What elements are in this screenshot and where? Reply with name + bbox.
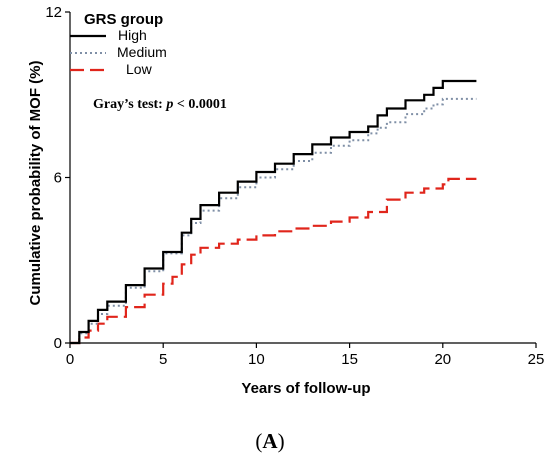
- annotation-p: p: [165, 97, 173, 112]
- y-tick-label: 0: [54, 335, 62, 352]
- annotation-suffix: < 0.0001: [173, 97, 226, 112]
- series-line-high: [70, 79, 477, 345]
- x-ticks: 0 5 10 15 20 25: [66, 343, 545, 368]
- legend-title: GRS group: [84, 11, 163, 28]
- panel-label: (A): [255, 429, 284, 453]
- y-tick-label: 12: [45, 4, 62, 21]
- x-tick-label: 25: [528, 351, 545, 368]
- legend-label-low: Low: [126, 61, 153, 77]
- series-group: [70, 79, 477, 345]
- x-tick-label: 15: [341, 351, 358, 368]
- y-axis-title: Cumulative probability of MOF (%): [27, 60, 44, 305]
- panel-label-letter: A: [262, 429, 278, 453]
- x-tick-label: 10: [248, 351, 265, 368]
- annotation-prefix: Gray’s test:: [93, 97, 166, 112]
- y-ticks: 0 6 12: [45, 4, 70, 352]
- series-line-medium: [70, 97, 477, 344]
- panel-label-open: (: [255, 429, 262, 453]
- x-tick-label: 20: [434, 351, 451, 368]
- panel-label-close: ): [278, 429, 285, 453]
- grays-test-annotation: Gray’s test: p < 0.0001: [93, 97, 227, 112]
- x-tick-label: 5: [159, 351, 167, 368]
- x-tick-label: 0: [66, 351, 74, 368]
- legend-label-high: High: [118, 27, 147, 43]
- legend-label-medium: Medium: [117, 44, 167, 60]
- series-line-low: [70, 177, 477, 345]
- y-tick-label: 6: [54, 170, 62, 187]
- axes: 0 5 10 15 20 25 0 6 12: [45, 4, 544, 368]
- x-axis-title: Years of follow-up: [241, 380, 370, 397]
